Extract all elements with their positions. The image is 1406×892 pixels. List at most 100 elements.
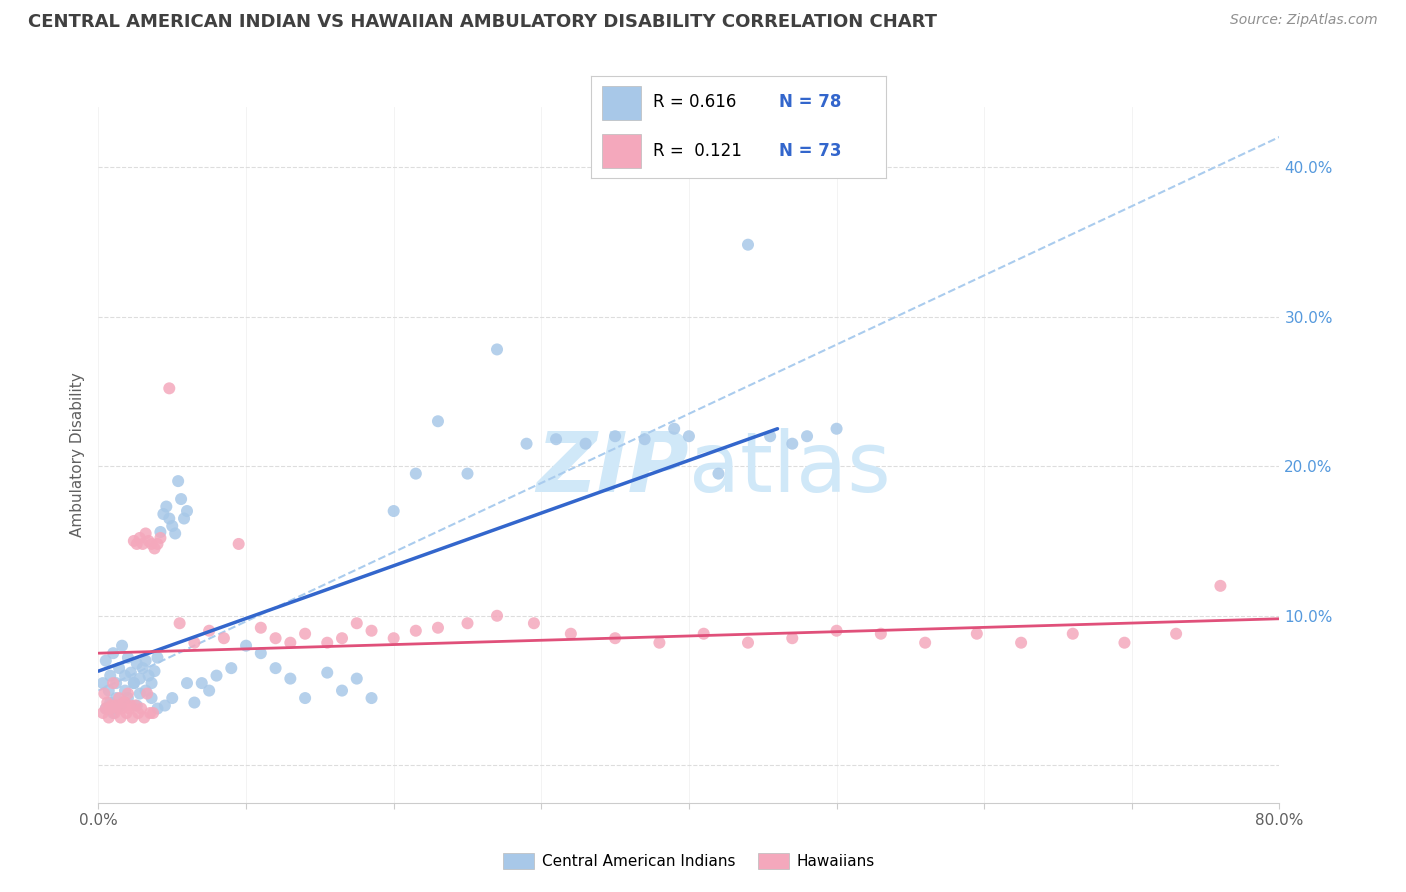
Text: R = 0.616: R = 0.616: [652, 94, 735, 112]
Point: [360, 691, 382, 706]
Point: [544, 432, 567, 446]
Point: [122, 676, 145, 690]
Point: [278, 636, 302, 650]
Point: [128, 687, 150, 701]
Point: [134, 710, 156, 724]
Point: [176, 676, 198, 690]
Point: [105, 676, 128, 690]
Point: [120, 698, 142, 713]
Point: [111, 701, 134, 715]
Point: [153, 698, 176, 713]
Point: [128, 672, 150, 686]
Point: [122, 676, 145, 690]
Y-axis label: Ambulatory Disability: Ambulatory Disability: [69, 373, 84, 537]
Point: [94, 701, 117, 715]
Point: [124, 698, 146, 713]
Point: [294, 626, 316, 640]
Text: N = 78: N = 78: [779, 94, 842, 112]
Point: [1010, 636, 1032, 650]
Point: [115, 706, 138, 720]
Point: [108, 691, 131, 706]
Point: [825, 624, 848, 638]
Point: [93, 687, 115, 701]
Point: [121, 710, 143, 724]
Point: [94, 654, 117, 668]
Point: [664, 422, 686, 436]
Point: [966, 626, 988, 640]
Point: [346, 616, 368, 631]
Point: [135, 683, 157, 698]
Point: [125, 698, 148, 713]
Point: [427, 414, 450, 428]
Legend: Central American Indians, Hawaiians: Central American Indians, Hawaiians: [498, 847, 880, 875]
Point: [149, 531, 172, 545]
Point: [135, 654, 157, 668]
Point: [110, 710, 132, 724]
Point: [707, 467, 730, 481]
Text: atlas: atlas: [689, 428, 890, 509]
Point: [149, 524, 172, 539]
Point: [759, 429, 782, 443]
Point: [264, 661, 287, 675]
Point: [869, 626, 891, 640]
Point: [152, 507, 174, 521]
Point: [162, 691, 183, 706]
Point: [405, 467, 427, 481]
Point: [228, 537, 250, 551]
Point: [138, 533, 160, 548]
Point: [94, 701, 117, 715]
Point: [97, 683, 120, 698]
Point: [105, 691, 128, 706]
FancyBboxPatch shape: [602, 135, 641, 168]
Point: [141, 691, 163, 706]
Point: [360, 624, 382, 638]
Point: [250, 646, 273, 660]
Point: [212, 631, 235, 645]
Point: [486, 608, 509, 623]
Point: [139, 706, 162, 720]
Point: [100, 698, 122, 713]
Point: [633, 432, 655, 446]
Point: [146, 701, 169, 715]
Text: Source: ZipAtlas.com: Source: ZipAtlas.com: [1230, 13, 1378, 28]
Point: [456, 616, 478, 631]
Point: [117, 687, 139, 701]
Text: ZIP: ZIP: [536, 428, 689, 509]
Point: [157, 511, 180, 525]
Point: [112, 696, 135, 710]
Point: [111, 639, 134, 653]
Point: [136, 687, 159, 701]
Point: [120, 665, 142, 680]
Point: [103, 646, 125, 660]
Point: [125, 657, 148, 671]
Point: [278, 672, 302, 686]
Point: [205, 668, 228, 682]
Point: [737, 237, 759, 252]
Point: [96, 696, 118, 710]
Point: [330, 631, 353, 645]
Point: [167, 474, 190, 488]
Point: [142, 706, 165, 720]
Point: [382, 504, 405, 518]
Point: [316, 636, 339, 650]
Point: [1062, 626, 1084, 640]
Point: [165, 526, 187, 541]
Point: [110, 698, 132, 713]
Point: [294, 691, 316, 706]
Point: [796, 429, 818, 443]
Point: [1209, 579, 1232, 593]
Point: [107, 701, 129, 715]
Point: [91, 676, 114, 690]
Point: [198, 624, 221, 638]
Point: [330, 683, 353, 698]
Point: [127, 706, 149, 720]
Point: [316, 665, 339, 680]
Point: [105, 698, 128, 713]
Text: R =  0.121: R = 0.121: [652, 142, 741, 160]
Point: [183, 636, 205, 650]
Point: [135, 526, 157, 541]
Point: [405, 624, 427, 638]
Point: [235, 639, 257, 653]
Point: [250, 621, 273, 635]
Point: [169, 616, 191, 631]
